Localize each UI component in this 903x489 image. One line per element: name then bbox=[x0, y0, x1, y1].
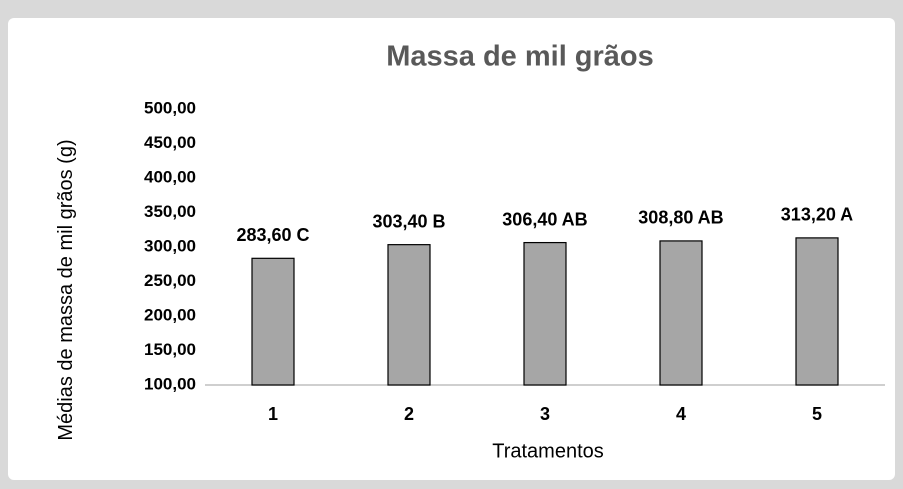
x-tick-label: 2 bbox=[404, 404, 414, 424]
y-tick-label: 450,00 bbox=[144, 133, 196, 152]
x-tick-label: 5 bbox=[812, 404, 822, 424]
data-label: 283,60 C bbox=[236, 225, 309, 245]
bar bbox=[795, 237, 839, 386]
bar bbox=[251, 257, 295, 386]
y-tick-label: 400,00 bbox=[144, 167, 196, 186]
x-tick-label: 1 bbox=[268, 404, 278, 424]
chart-title: Massa de mil grãos bbox=[386, 41, 654, 73]
data-label: 303,40 B bbox=[372, 211, 445, 231]
y-axis-label: Médias de massa de mil grãos (g) bbox=[55, 139, 77, 441]
chart-panel bbox=[8, 18, 895, 480]
data-label: 313,20 A bbox=[781, 205, 853, 225]
x-tick-label: 3 bbox=[540, 404, 550, 424]
bar bbox=[659, 240, 703, 386]
x-axis-label: Tratamentos bbox=[492, 440, 604, 462]
y-tick-label: 300,00 bbox=[144, 236, 196, 255]
data-label: 308,80 AB bbox=[638, 208, 723, 228]
bar bbox=[523, 241, 567, 386]
bar bbox=[387, 244, 431, 386]
data-label: 306,40 AB bbox=[502, 209, 587, 229]
y-tick-label: 250,00 bbox=[144, 271, 196, 290]
y-tick-label: 200,00 bbox=[144, 305, 196, 324]
y-tick-label: 350,00 bbox=[144, 202, 196, 221]
y-tick-label: 500,00 bbox=[144, 98, 196, 117]
y-tick-label: 150,00 bbox=[144, 340, 196, 359]
y-tick-label: 100,00 bbox=[144, 374, 196, 393]
x-tick-label: 4 bbox=[676, 404, 686, 424]
